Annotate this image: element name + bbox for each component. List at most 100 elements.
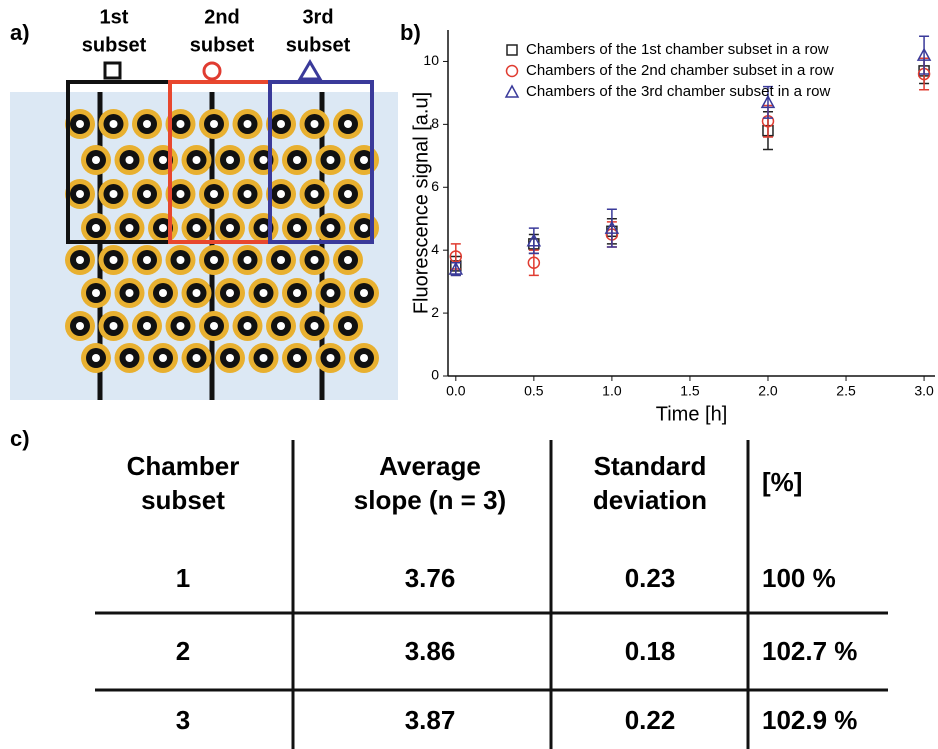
chamber: [311, 322, 319, 330]
subset-symbol: [300, 62, 320, 79]
chamber: [293, 224, 301, 232]
table: Chamber subset Average slope (n = 3) Standar…: [95, 440, 888, 749]
chamber: [126, 224, 134, 232]
chamber: [327, 156, 335, 164]
x-tick-label: 0.0: [446, 383, 466, 399]
chamber: [311, 190, 319, 198]
legend-label: Chambers of the 2nd chamber subset in a …: [526, 62, 834, 79]
chamber: [260, 289, 268, 297]
x-tick-label: 0.5: [524, 383, 544, 399]
table-header: Average: [379, 451, 481, 481]
chamber: [344, 120, 352, 128]
chamber: [92, 156, 100, 164]
chamber: [277, 120, 285, 128]
chamber: [277, 322, 285, 330]
chamber: [244, 190, 252, 198]
chamber: [244, 120, 252, 128]
chamber: [226, 354, 234, 362]
subset-label: 1st: [100, 6, 129, 28]
chamber: [210, 190, 218, 198]
chamber: [126, 289, 134, 297]
table-cell: 100 %: [762, 563, 836, 593]
legend-label: Chambers of the 3rd chamber subset in a …: [526, 83, 830, 100]
table-header: subset: [141, 485, 225, 515]
table-header: slope (n = 3): [354, 485, 506, 515]
x-tick-label: 3.0: [914, 383, 934, 399]
chamber: [260, 156, 268, 164]
chamber: [76, 322, 84, 330]
chamber: [260, 354, 268, 362]
chamber: [277, 256, 285, 264]
table-header: Standard: [594, 451, 707, 481]
subset-symbol: [105, 63, 120, 78]
chamber: [159, 224, 167, 232]
chamber: [327, 289, 335, 297]
chamber: [210, 120, 218, 128]
chamber: [126, 354, 134, 362]
chamber: [344, 322, 352, 330]
chamber: [210, 322, 218, 330]
legend-marker: [507, 45, 517, 55]
table-cell: 3.87: [405, 705, 456, 735]
chamber: [260, 224, 268, 232]
chamber: [360, 224, 368, 232]
chamber: [344, 190, 352, 198]
subset-label: 3rd: [302, 6, 333, 28]
chamber: [76, 190, 84, 198]
subset-label: subset: [190, 34, 255, 56]
chamber: [244, 322, 252, 330]
table-cell: 0.18: [625, 636, 676, 666]
chamber: [210, 256, 218, 264]
chamber: [327, 224, 335, 232]
chamber: [110, 256, 118, 264]
chamber: [177, 256, 185, 264]
table-header: Chamber: [127, 451, 240, 481]
chamber: [226, 156, 234, 164]
panel-label: b): [400, 20, 421, 45]
chamber: [193, 224, 201, 232]
x-tick-label: 2.5: [836, 383, 856, 399]
chamber: [360, 289, 368, 297]
y-tick-label: 8: [431, 115, 439, 131]
chamber: [92, 354, 100, 362]
chamber: [159, 156, 167, 164]
y-tick-label: 6: [431, 178, 439, 194]
chamber: [143, 322, 151, 330]
table-cell: 102.7 %: [762, 636, 857, 666]
x-tick-label: 1.5: [680, 383, 700, 399]
chamber: [293, 289, 301, 297]
table-cell: 3: [176, 705, 190, 735]
subset-label: subset: [82, 34, 147, 56]
y-tick-label: 10: [423, 52, 439, 68]
chamber: [277, 190, 285, 198]
x-axis-label: Time [h]: [656, 403, 728, 425]
chamber: [193, 354, 201, 362]
chamber: [193, 289, 201, 297]
legend-marker: [507, 66, 518, 77]
chamber: [159, 289, 167, 297]
chamber: [244, 256, 252, 264]
y-tick-label: 0: [431, 367, 439, 383]
chamber: [226, 289, 234, 297]
table-cell: 0.22: [625, 705, 676, 735]
chamber: [226, 224, 234, 232]
table-cell: 2: [176, 636, 190, 666]
chamber: [177, 120, 185, 128]
chamber: [327, 354, 335, 362]
chamber: [143, 120, 151, 128]
chamber: [311, 120, 319, 128]
chamber: [143, 190, 151, 198]
chamber: [360, 156, 368, 164]
chamber: [177, 322, 185, 330]
chamber: [177, 190, 185, 198]
figure: a) b) c) ChambersubsetAverageslope (n = …: [0, 0, 938, 749]
chamber: [110, 120, 118, 128]
chamber: [293, 156, 301, 164]
y-axis-label: Fluorescence signal [a.u]: [410, 92, 432, 314]
y-tick-label: 2: [431, 304, 439, 320]
chamber: [110, 322, 118, 330]
chamber: [344, 256, 352, 264]
subset-label: 2nd: [204, 6, 240, 28]
chamber: [311, 256, 319, 264]
subset-label: subset: [286, 34, 351, 56]
